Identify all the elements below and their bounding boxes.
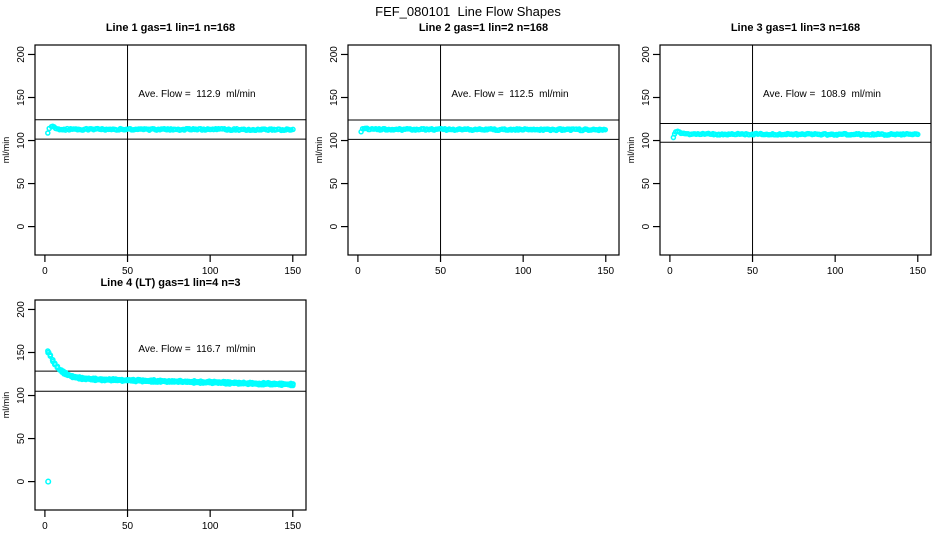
y-tick-label: 50 bbox=[16, 178, 27, 190]
subplot-title-line1: Line 1 gas=1 lin=1 n=168 bbox=[105, 22, 236, 34]
y-tick-label: 200 bbox=[16, 46, 27, 63]
data-point bbox=[137, 378, 143, 384]
data-point bbox=[915, 131, 921, 138]
x-tick-label: 100 bbox=[202, 266, 219, 277]
ave-flow-annotation-line2: Ave. Flow = 112.5 ml/min bbox=[451, 89, 569, 100]
data-point bbox=[288, 382, 294, 389]
y-tick-label: 100 bbox=[329, 132, 340, 149]
data-point bbox=[116, 377, 123, 383]
y-tick-label: 150 bbox=[16, 344, 27, 361]
x-tick-label: 100 bbox=[515, 266, 532, 277]
data-point bbox=[290, 126, 296, 133]
data-point bbox=[45, 130, 51, 136]
y-axis-label-line2: ml/min bbox=[314, 136, 324, 164]
y-tick-label: 200 bbox=[329, 46, 340, 63]
x-tick-label: 50 bbox=[122, 521, 134, 532]
data-point bbox=[51, 361, 58, 368]
data-point bbox=[47, 353, 54, 359]
plot-box bbox=[34, 299, 307, 511]
data-point bbox=[123, 377, 130, 384]
subplot-title-line2: Line 2 gas=1 lin=2 n=168 bbox=[418, 22, 549, 34]
y-tick-label: 0 bbox=[641, 223, 652, 229]
data-point bbox=[283, 381, 289, 388]
y-axis-label-line3: ml/min bbox=[626, 136, 636, 164]
x-tick-label: 0 bbox=[355, 266, 361, 277]
x-tick-label: 100 bbox=[827, 266, 844, 277]
x-tick-label: 150 bbox=[284, 266, 301, 277]
subplot-title-line4: Line 4 (LT) gas=1 lin=4 n=3 bbox=[100, 277, 241, 289]
y-tick-label: 100 bbox=[16, 387, 27, 404]
y-tick-label: 100 bbox=[16, 132, 27, 149]
y-tick-label: 150 bbox=[329, 89, 340, 106]
y-tick-label: 0 bbox=[16, 223, 27, 229]
y-tick-label: 50 bbox=[329, 178, 340, 190]
x-tick-label: 150 bbox=[909, 266, 926, 277]
ave-flow-annotation-line3: Ave. Flow = 108.9 ml/min bbox=[763, 89, 881, 100]
plot-box bbox=[34, 44, 307, 256]
y-axis-label-line4: ml/min bbox=[1, 391, 11, 419]
x-tick-label: 50 bbox=[122, 266, 134, 277]
y-tick-label: 100 bbox=[641, 132, 652, 149]
data-point bbox=[164, 379, 170, 385]
data-point bbox=[197, 380, 204, 386]
data-point bbox=[269, 382, 276, 388]
data-point bbox=[94, 376, 100, 383]
x-tick-label: 150 bbox=[597, 266, 614, 277]
data-point bbox=[76, 376, 82, 382]
ave-flow-annotation-line1: Ave. Flow = 112.9 ml/min bbox=[138, 89, 256, 100]
data-point bbox=[204, 379, 210, 386]
x-tick-label: 50 bbox=[435, 266, 447, 277]
x-tick-label: 0 bbox=[42, 521, 48, 532]
data-point bbox=[218, 380, 224, 386]
x-tick-label: 50 bbox=[747, 266, 759, 277]
x-tick-label: 150 bbox=[284, 521, 301, 532]
plot-box bbox=[347, 44, 620, 256]
y-tick-label: 200 bbox=[641, 46, 652, 63]
data-point bbox=[143, 378, 150, 385]
data-point bbox=[99, 377, 105, 384]
data-point bbox=[290, 382, 296, 389]
y-tick-label: 50 bbox=[16, 433, 27, 445]
ave-flow-annotation-line4: Ave. Flow = 116.7 ml/min bbox=[138, 344, 256, 355]
data-point bbox=[602, 126, 609, 133]
data-point bbox=[146, 378, 152, 385]
data-point bbox=[154, 379, 161, 385]
y-tick-label: 150 bbox=[641, 89, 652, 106]
data-point bbox=[224, 380, 230, 387]
y-tick-label: 150 bbox=[16, 89, 27, 106]
x-tick-label: 0 bbox=[42, 266, 48, 277]
y-tick-label: 50 bbox=[641, 178, 652, 190]
y-axis-label-line1: ml/min bbox=[1, 136, 11, 164]
data-point bbox=[235, 381, 242, 387]
y-tick-label: 0 bbox=[329, 223, 340, 229]
x-tick-label: 0 bbox=[667, 266, 673, 277]
data-point bbox=[242, 380, 249, 387]
x-tick-label: 100 bbox=[202, 521, 219, 532]
data-point bbox=[83, 376, 89, 383]
y-tick-label: 200 bbox=[16, 301, 27, 318]
plot-box bbox=[659, 44, 932, 256]
y-tick-label: 0 bbox=[16, 478, 27, 484]
data-point bbox=[570, 126, 576, 132]
subplot-title-line3: Line 3 gas=1 lin=3 n=168 bbox=[730, 22, 861, 34]
data-point bbox=[215, 380, 222, 386]
data-point bbox=[216, 126, 222, 132]
figure-title: FEF_080101 Line Flow Shapes bbox=[375, 4, 561, 19]
outlier-point bbox=[45, 478, 52, 485]
